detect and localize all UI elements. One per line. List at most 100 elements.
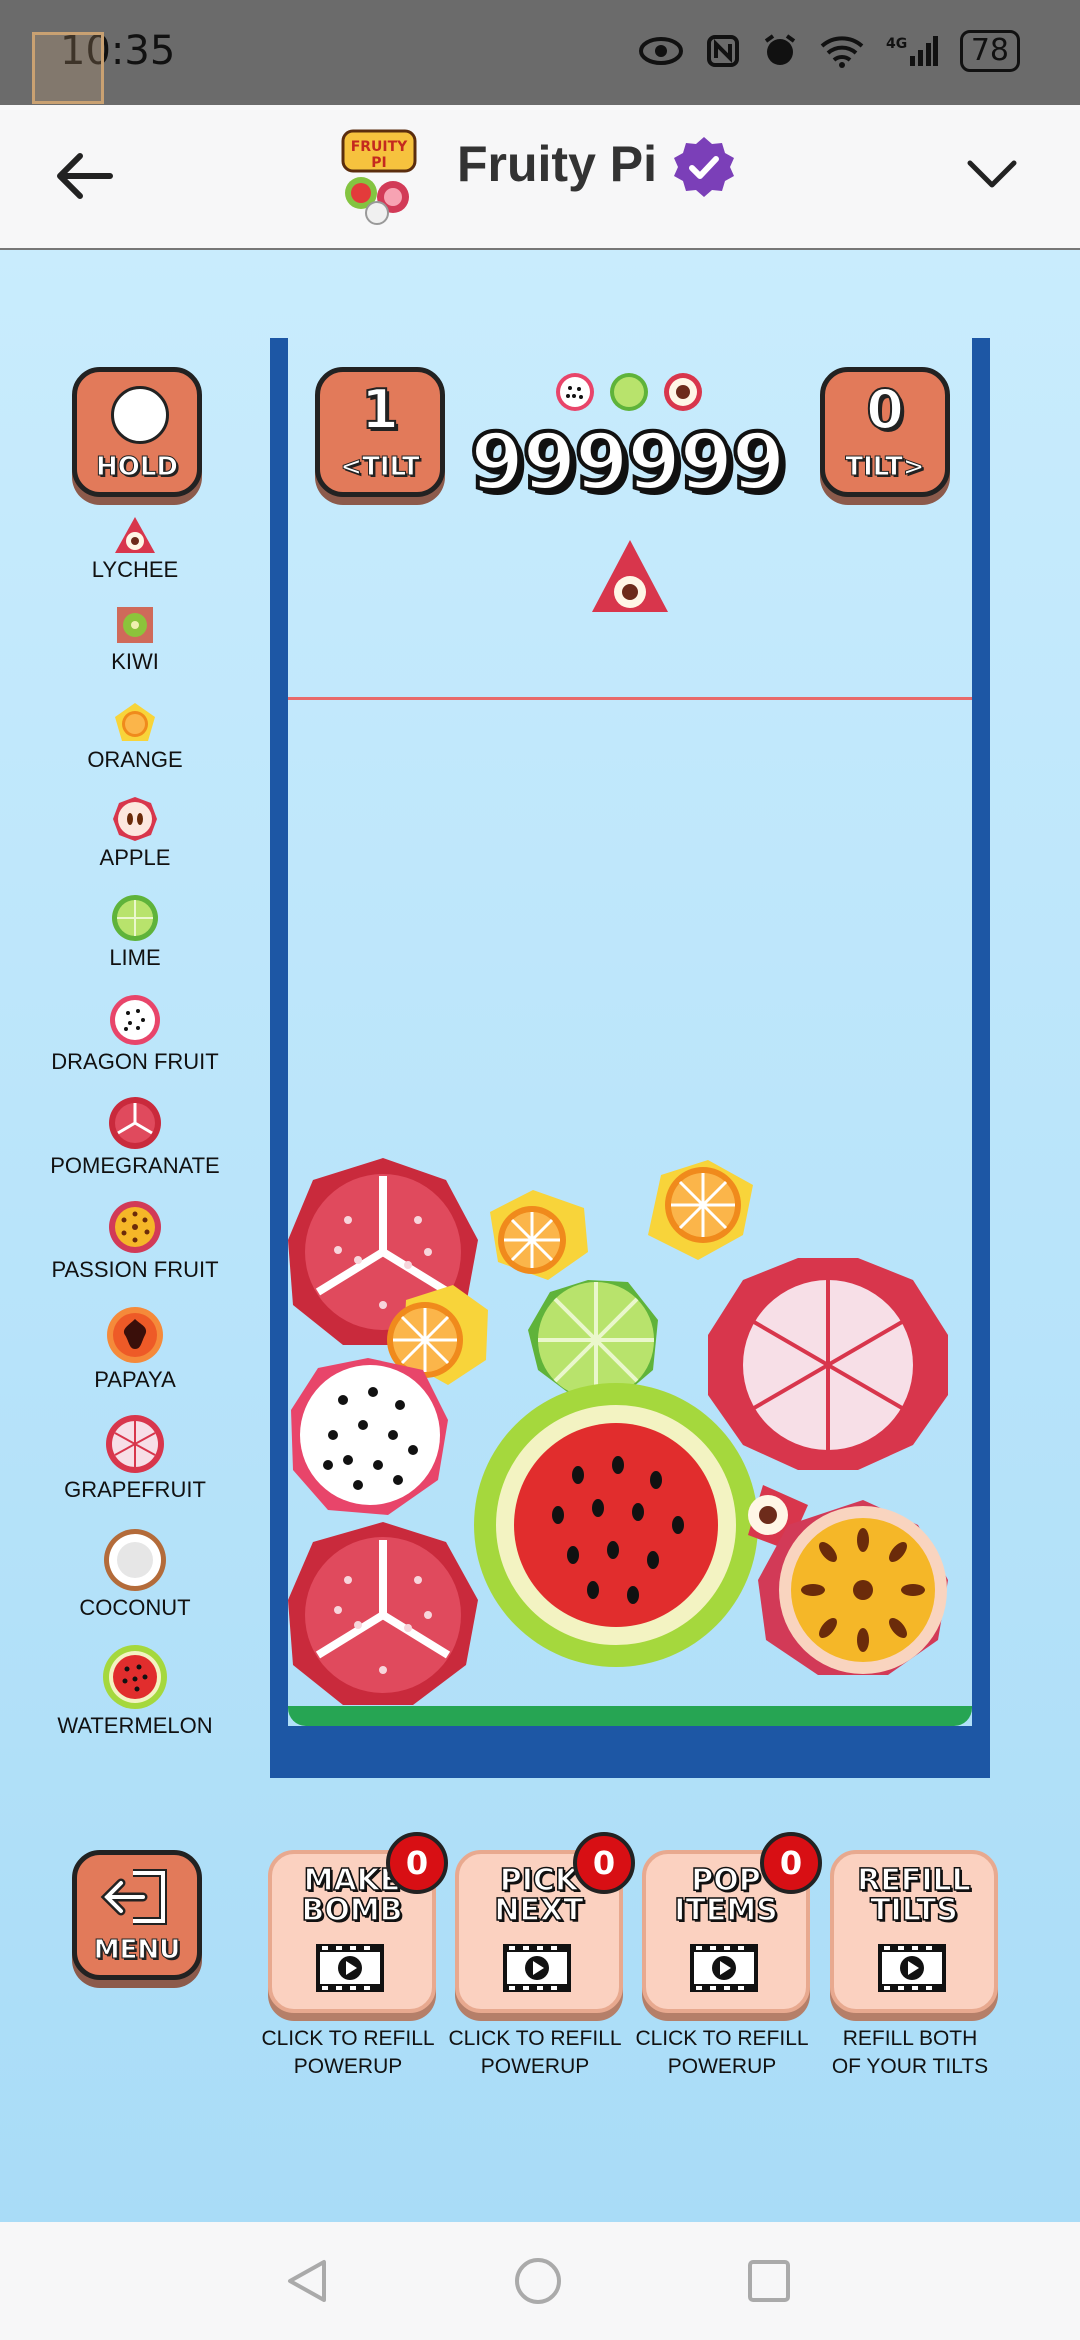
menu-button[interactable]: MENU (72, 1850, 202, 1980)
next-lychee-icon (664, 373, 702, 411)
refill-tilts-button[interactable]: REFILL TILTS (830, 1850, 998, 2013)
pomegranate-fruit (288, 1158, 478, 1345)
legend-pomegranate: POMEGRANATE (40, 1095, 230, 1179)
powerup-caption: REFILL BOTH OF YOUR TILTS (831, 2027, 989, 2078)
verified-badge-icon (674, 137, 734, 197)
pomegranate-fruit (288, 1522, 478, 1705)
exit-icon (100, 1869, 167, 1925)
hold-label: HOLD (95, 452, 178, 483)
passion-fruit-icon (109, 1201, 161, 1253)
wifi-icon (820, 36, 864, 68)
passion-fruit (758, 1500, 948, 1675)
app-logo: FRUITY PI (341, 129, 417, 225)
orange-icon (115, 703, 155, 741)
grapefruit-fruit (708, 1258, 948, 1470)
svg-text:4G: 4G (886, 36, 907, 52)
apple-icon (113, 797, 157, 841)
legend-lime: LIME (40, 893, 230, 971)
coconut-icon (104, 1529, 166, 1591)
tilt-right-label: TILT> (845, 452, 925, 483)
papaya-icon (107, 1307, 163, 1363)
nav-home-icon[interactable] (513, 2256, 563, 2306)
powerup-count-badge: 0 (760, 1832, 822, 1894)
legend-papaya: PAPAYA (40, 1305, 230, 1393)
chevron-down-icon[interactable] (962, 145, 1022, 205)
pick-next-button[interactable]: PICK NEXT 0 (455, 1832, 635, 2013)
pop-items-button[interactable]: POP ITEMS 0 (642, 1832, 822, 2013)
jar-floor (288, 1706, 972, 1726)
powerup-count-badge: 0 (573, 1832, 635, 1894)
legend-dragon-fruit: DRAGON FRUIT (40, 993, 230, 1075)
legend-apple: APPLE (40, 795, 230, 871)
video-ad-icon (316, 1944, 384, 1992)
jar-right-wall (972, 338, 990, 1778)
powerup-label: NEXT (494, 1893, 585, 1928)
orange-fruit (387, 1285, 488, 1385)
nav-back-icon[interactable] (282, 2256, 332, 2306)
eye-icon (638, 37, 683, 65)
powerup-label: TILTS (869, 1893, 958, 1928)
powerup-label: ITEMS (673, 1893, 778, 1928)
powerup-label: REFILL (857, 1863, 972, 1898)
svg-text:PI: PI (371, 155, 386, 171)
grapefruit-icon (106, 1415, 164, 1473)
hold-button[interactable]: HOLD (72, 367, 202, 497)
lychee-icon (115, 517, 155, 553)
legend-grapefruit: GRAPEFRUIT (40, 1413, 230, 1503)
dragon-fruit (291, 1358, 448, 1515)
video-ad-icon (503, 1944, 571, 1992)
orange-fruit (490, 1190, 588, 1280)
tilt-left-count: 1 (360, 377, 400, 442)
jar-left-wall (270, 338, 288, 1778)
powerup-count-badge: 0 (386, 1832, 448, 1894)
video-ad-icon (878, 1944, 946, 1992)
powerup-label: POP (691, 1863, 762, 1898)
next-lime-icon (610, 373, 648, 411)
menu-label: MENU (93, 1935, 181, 1966)
tilt-left-button[interactable]: 1 <TILT (315, 367, 445, 497)
watermelon-fruit (474, 1383, 758, 1667)
score-display: 999999 (468, 416, 788, 510)
lime-icon (112, 895, 158, 941)
status-bar: 10:35 4G 78 (0, 0, 1080, 105)
legend-passion-fruit: PASSION FRUIT (40, 1199, 230, 1283)
watermelon-icon (103, 1645, 167, 1709)
svg-text:FRUITY: FRUITY (351, 139, 408, 155)
nfc-icon (706, 35, 739, 67)
nav-recents-icon[interactable] (744, 2256, 794, 2306)
jar-base (270, 1726, 990, 1778)
dragon-fruit-icon (110, 995, 160, 1045)
alarm-icon (764, 34, 795, 65)
legend-kiwi: KIWI (40, 607, 230, 675)
video-ad-icon (690, 1944, 758, 1992)
tilt-right-count: 0 (865, 377, 905, 442)
powerup-caption: CLICK TO REFILL POWERUP (261, 2027, 435, 2078)
status-icons: 4G 78 (638, 30, 1020, 72)
clock: 10:35 (60, 28, 176, 74)
tilt-right-button[interactable]: 0 TILT> (820, 367, 950, 497)
floating-home-icon[interactable] (32, 32, 104, 104)
drop-limit-line (288, 697, 972, 700)
powerup-label: PICK (499, 1863, 579, 1898)
next-dragon-fruit-icon (556, 373, 594, 411)
powerup-label: BOMB (301, 1893, 404, 1928)
next-fruits-preview (556, 373, 702, 411)
back-arrow-icon[interactable] (50, 141, 120, 211)
powerup-label: MAKE (303, 1863, 401, 1898)
4g-signal-icon: 4G (886, 36, 938, 66)
powerup-caption: CLICK TO REFILL POWERUP (635, 2027, 809, 2078)
make-bomb-button[interactable]: MAKE BOMB 0 (268, 1832, 448, 2013)
pomegranate-icon (109, 1097, 161, 1149)
lime-fruit (528, 1280, 658, 1400)
fruit-pile[interactable] (288, 540, 972, 1710)
system-nav-bar (0, 2222, 1080, 2340)
dropper-lychee-fruit (592, 540, 668, 612)
held-fruit-slot (111, 386, 169, 444)
legend-watermelon: WATERMELON (40, 1643, 230, 1739)
app-bar: FRUITY PI Fruity Pi (0, 105, 1080, 250)
powerup-caption: CLICK TO REFILL POWERUP (448, 2027, 622, 2078)
orange-fruit (648, 1160, 753, 1260)
tilt-left-label: <TILT (340, 452, 420, 483)
legend-lychee: LYCHEE (40, 515, 230, 583)
legend-orange: ORANGE (40, 701, 230, 773)
